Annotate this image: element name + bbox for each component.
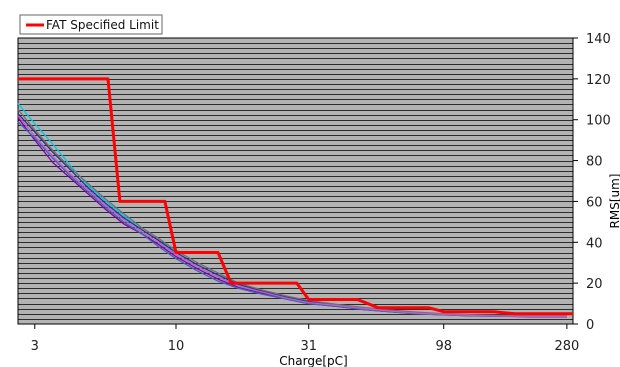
x-tick-label: 31 <box>300 339 317 354</box>
series-layer <box>17 77 573 318</box>
y-tick-label: 40 <box>586 236 603 251</box>
legend-label: FAT Specified Limit <box>46 18 159 32</box>
limit-series <box>18 77 573 316</box>
y-tick-label: 100 <box>586 114 611 129</box>
y-tick-label: 140 <box>586 32 611 47</box>
x-tick-label: 280 <box>554 339 579 354</box>
x-tick-label: 3 <box>31 339 39 354</box>
y-tick-label: 120 <box>586 73 611 88</box>
plot-area <box>17 37 574 325</box>
y-tick-label: 60 <box>586 195 603 210</box>
x-tick-labels: 3 10 31 98 280 <box>31 324 579 354</box>
legend-box <box>19 14 163 35</box>
x-axis-title: Charge[pC] <box>279 354 347 367</box>
measurement-series <box>17 115 567 318</box>
y-tick-labels: 0 20 40 60 80 100 120 140 <box>573 32 611 333</box>
y-tick-label: 0 <box>586 318 594 333</box>
series-line <box>17 115 567 318</box>
y-tick-label: 80 <box>586 155 603 170</box>
y-axis-title: RMS[um] <box>608 174 620 229</box>
x-tick-label: 98 <box>435 339 452 354</box>
x-tick-label: 10 <box>168 339 185 354</box>
y-tick-label: 20 <box>586 277 603 292</box>
legend: FAT Specified Limit <box>19 14 163 35</box>
grid-lines <box>18 43 573 320</box>
limit-line <box>18 77 573 316</box>
